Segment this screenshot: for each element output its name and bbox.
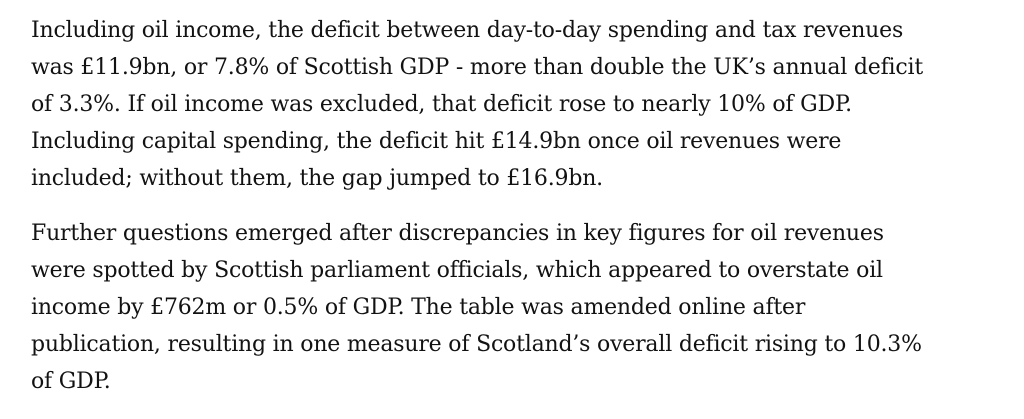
- text-line: were spotted by Scottish parliament offi…: [31, 258, 883, 283]
- article-body: Including oil income, the deficit betwee…: [31, 12, 1006, 400]
- text-line: Including capital spending, the deficit …: [31, 129, 842, 154]
- text-line: of GDP.: [31, 369, 111, 394]
- paragraph-oil-revenue-discrepancy: Further questions emerged after discrepa…: [31, 215, 1006, 400]
- text-line: included; without them, the gap jumped t…: [31, 166, 603, 191]
- paragraph-deficit-figures: Including oil income, the deficit betwee…: [31, 12, 1006, 197]
- text-line: Further questions emerged after discrepa…: [31, 221, 884, 246]
- text-line: of 3.3%. If oil income was excluded, tha…: [31, 92, 852, 117]
- text-line: income by £762m or 0.5% of GDP. The tabl…: [31, 295, 806, 320]
- text-line: Including oil income, the deficit betwee…: [31, 18, 904, 43]
- text-line: was £11.9bn, or 7.8% of Scottish GDP - m…: [31, 55, 923, 80]
- text-line: publication, resulting in one measure of…: [31, 332, 922, 357]
